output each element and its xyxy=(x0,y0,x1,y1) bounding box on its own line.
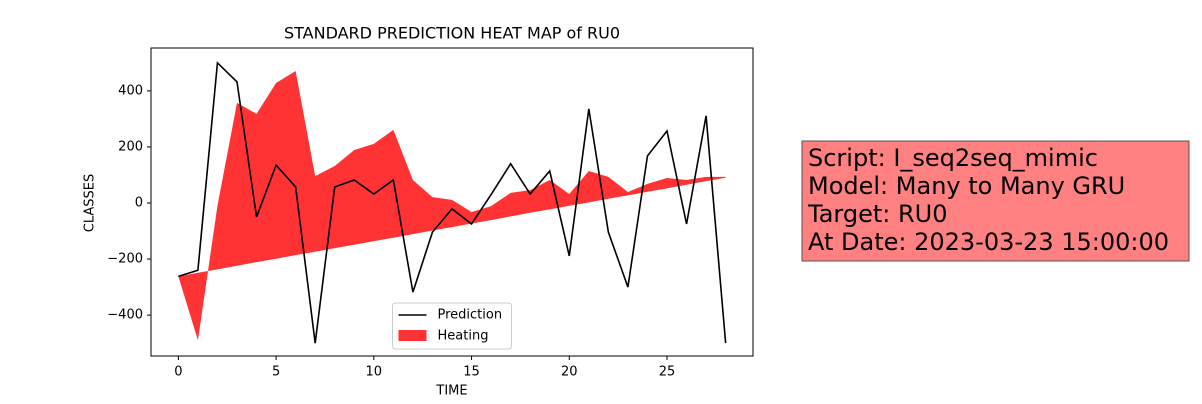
y-tick-label: 200 xyxy=(118,139,143,154)
y-tick-label: 0 xyxy=(135,195,143,210)
annotation-line: At Date: 2023-03-23 15:00:00 xyxy=(808,228,1169,256)
x-tick-label: 25 xyxy=(659,365,676,380)
x-tick-label: 20 xyxy=(561,365,578,380)
y-tick-label: −400 xyxy=(107,308,143,323)
x-tick-label: 10 xyxy=(366,365,383,380)
x-axis-label: TIME xyxy=(435,384,467,399)
annotation-line: Model: Many to Many GRU xyxy=(808,172,1125,200)
annotation-line: Target: RU0 xyxy=(807,200,947,228)
annotation-box xyxy=(801,140,1190,262)
legend-label: Prediction xyxy=(438,308,503,323)
x-tick-label: 0 xyxy=(174,365,182,380)
x-tick-label: 15 xyxy=(463,365,480,380)
heating-area xyxy=(178,70,726,341)
chart-title: STANDARD PREDICTION HEAT MAP of RU0 xyxy=(284,24,620,43)
y-tick-label: −200 xyxy=(107,252,143,267)
legend-label: Heating xyxy=(438,329,489,344)
plot-frame xyxy=(150,47,754,357)
x-tick-label: 5 xyxy=(272,365,280,380)
y-axis-label: CLASSES xyxy=(83,174,98,232)
y-tick-label: 400 xyxy=(118,83,143,98)
annotation-line: Script: I_seq2seq_mimic xyxy=(808,144,1098,172)
legend-patch xyxy=(398,330,427,341)
prediction-line xyxy=(178,61,727,344)
